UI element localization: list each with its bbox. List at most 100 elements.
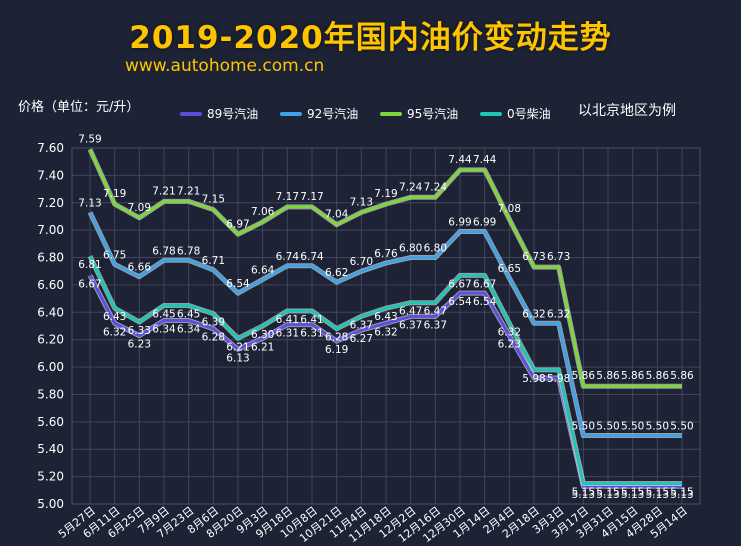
data-label-2: 7.06 xyxy=(251,206,275,218)
data-label-2: 7.44 xyxy=(448,154,472,166)
data-label-3: 5.15 xyxy=(670,486,693,498)
y-tick-label: 6.60 xyxy=(37,278,64,292)
data-label-1: 6.66 xyxy=(128,262,152,274)
data-label-1: 6.78 xyxy=(177,245,200,257)
plot-border xyxy=(71,147,701,505)
y-axis-label: 价格（单位：元/升） xyxy=(18,100,140,115)
data-label-2: 7.59 xyxy=(78,133,101,145)
data-label-1: 6.65 xyxy=(498,263,521,275)
y-tick-label: 5.00 xyxy=(37,497,64,511)
data-label-1: 6.70 xyxy=(350,256,373,268)
data-label-3: 5.15 xyxy=(572,486,595,498)
data-label-0: 5.13 xyxy=(670,489,693,501)
data-label-0: 6.21 xyxy=(251,341,274,353)
data-label-0: 5.13 xyxy=(646,489,669,501)
legend-label-95: 95号汽油 xyxy=(407,107,459,121)
data-label-2: 7.21 xyxy=(177,185,200,197)
data-label-2: 7.19 xyxy=(103,188,126,200)
legend-swatch-89 xyxy=(180,111,202,116)
series-line-3 xyxy=(88,255,682,485)
data-label-1: 5.50 xyxy=(572,421,595,433)
y-tick-label: 5.20 xyxy=(37,470,64,484)
data-label-2: 6.73 xyxy=(547,251,570,263)
data-label-1: 6.54 xyxy=(226,278,250,290)
data-label-1: 6.32 xyxy=(522,308,545,320)
data-label-1: 6.80 xyxy=(399,243,422,255)
data-label-0: 6.32 xyxy=(374,326,397,338)
data-label-2: 5.86 xyxy=(572,370,596,382)
data-label-3: 6.67 xyxy=(448,278,471,290)
data-label-0: 6.67 xyxy=(78,278,101,290)
data-label-0: 6.34 xyxy=(152,324,176,336)
series-line-1 xyxy=(88,211,682,438)
y-tick-label: 6.00 xyxy=(37,360,64,374)
data-label-1: 6.78 xyxy=(152,245,175,257)
data-label-2: 5.86 xyxy=(646,370,670,382)
data-label-2: 7.21 xyxy=(152,185,175,197)
data-label-1: 6.62 xyxy=(325,267,348,279)
data-label-3: 6.30 xyxy=(251,329,274,341)
data-label-1: 6.80 xyxy=(424,243,447,255)
legend-item-95: 95号汽油 xyxy=(380,105,480,122)
y-tick-label: 6.20 xyxy=(37,333,64,347)
data-label-0: 6.31 xyxy=(300,328,323,340)
y-tick-label: 5.60 xyxy=(37,415,64,429)
data-label-0: 6.27 xyxy=(350,333,373,345)
data-label-3: 6.47 xyxy=(424,306,447,318)
data-label-1: 6.75 xyxy=(103,249,126,261)
data-label-3: 6.39 xyxy=(202,317,225,329)
y-tick-label: 7.20 xyxy=(37,196,64,210)
data-label-2: 7.17 xyxy=(276,191,299,203)
data-label-3: 5.15 xyxy=(646,486,669,498)
data-label-3: 6.37 xyxy=(350,319,373,331)
data-label-1: 6.74 xyxy=(300,251,324,263)
data-label-0: 6.37 xyxy=(399,319,422,331)
data-label-3: 5.15 xyxy=(596,486,619,498)
legend-swatch-92 xyxy=(280,111,302,116)
legend-item-diesel: 0号柴油 xyxy=(480,105,580,122)
legend: 89号汽油 92号汽油 95号汽油 0号柴油 xyxy=(180,105,580,122)
data-label-2: 7.24 xyxy=(399,181,423,193)
data-label-1: 6.32 xyxy=(547,308,570,320)
data-label-3: 6.21 xyxy=(226,341,249,353)
data-label-2: 7.24 xyxy=(424,181,448,193)
legend-swatch-95 xyxy=(380,111,402,116)
legend-item-92: 92号汽油 xyxy=(280,105,380,122)
data-label-3: 6.45 xyxy=(152,308,175,320)
y-tick-label: 5.40 xyxy=(37,442,64,456)
data-label-3: 5.98 xyxy=(522,373,545,385)
y-tick-label: 6.40 xyxy=(37,305,64,319)
data-label-3: 6.47 xyxy=(399,306,422,318)
data-label-2: 5.86 xyxy=(621,370,645,382)
data-label-3: 6.41 xyxy=(300,314,323,326)
data-label-2: 7.13 xyxy=(350,196,373,208)
data-label-1: 6.99 xyxy=(473,217,496,229)
data-label-3: 5.15 xyxy=(621,486,644,498)
y-tick-label: 7.60 xyxy=(37,141,64,155)
data-label-1: 6.71 xyxy=(202,255,225,267)
data-label-0: 6.34 xyxy=(177,324,201,336)
data-label-2: 7.15 xyxy=(202,194,225,206)
y-tick-label: 7.40 xyxy=(37,168,64,182)
data-label-2: 6.97 xyxy=(226,218,249,230)
data-label-2: 7.17 xyxy=(300,191,323,203)
series-line-2 xyxy=(88,148,682,388)
data-label-3: 6.43 xyxy=(374,311,397,323)
y-tick-label: 6.80 xyxy=(37,251,64,265)
legend-label-diesel: 0号柴油 xyxy=(507,107,551,121)
data-label-3: 5.98 xyxy=(547,373,570,385)
data-label-2: 7.08 xyxy=(498,203,521,215)
data-label-3: 6.67 xyxy=(473,278,496,290)
data-label-2: 5.86 xyxy=(670,370,694,382)
data-label-2: 7.44 xyxy=(473,154,497,166)
data-label-0: 6.23 xyxy=(128,339,151,351)
legend-label-92: 92号汽油 xyxy=(307,107,359,121)
data-label-0: 6.54 xyxy=(473,296,497,308)
data-label-0: 5.13 xyxy=(572,489,595,501)
data-label-1: 5.50 xyxy=(670,421,693,433)
data-label-3: 6.32 xyxy=(498,326,521,338)
website-url: www.autohome.com.cn xyxy=(125,56,325,76)
data-label-3: 6.28 xyxy=(325,332,348,344)
y-tick-label: 7.00 xyxy=(37,223,64,237)
